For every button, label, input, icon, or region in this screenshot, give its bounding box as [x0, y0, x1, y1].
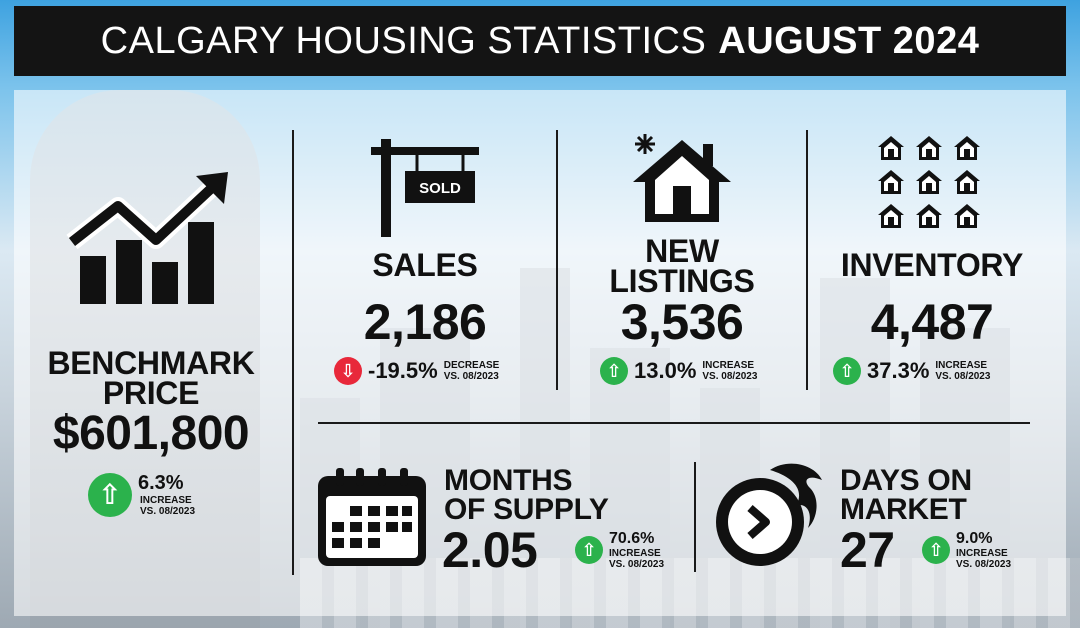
days-market-icon-wrap	[710, 458, 826, 575]
inventory-note-2: VS. 08/2023	[935, 371, 991, 382]
title-bar: CALGARY HOUSING STATISTICS AUGUST 2024	[14, 6, 1066, 76]
days-market-value: 27	[840, 522, 895, 578]
calendar-icon	[318, 468, 426, 566]
divider	[292, 130, 294, 575]
fast-clock-icon	[716, 463, 822, 566]
new-listings-value: 3,536	[620, 294, 744, 350]
benchmark-label: BENCHMARK PRICE	[20, 345, 282, 411]
benchmark-label-line2: PRICE	[102, 375, 200, 411]
sales-value: 2,186	[363, 294, 487, 350]
sales-note-1: DECREASE	[443, 360, 500, 371]
months-supply-label-1: MONTHS	[444, 464, 573, 497]
benchmark-change: ⇧ 6.3% INCREASE VS. 08/2023	[88, 472, 195, 517]
new-listings-label: NEW LISTINGS	[564, 233, 800, 299]
days-market-change-pct: 9.0%	[956, 530, 993, 547]
arrow-up-icon: ⇧	[88, 472, 132, 517]
houses-grid-icon	[878, 136, 980, 228]
new-listings-change: ⇧ 13.0% INCREASE VS. 08/2023	[600, 357, 757, 385]
sales-section: SOLD	[300, 135, 550, 245]
days-market-note-1: INCREASE	[956, 548, 1008, 559]
days-market-label: DAYS ON MARKET	[840, 464, 1060, 526]
days-market-change-text: 9.0% INCREASE VS. 08/2023	[950, 530, 1011, 570]
benchmark-section	[20, 170, 282, 315]
days-market-change: ⇧ 9.0% INCREASE VS. 08/2023	[922, 530, 1011, 570]
months-supply-note-1: INCREASE	[609, 548, 661, 559]
new-listings-change-pct: 13.0%	[634, 358, 697, 383]
benchmark-note-1: INCREASE	[140, 495, 192, 506]
arrow-up-icon: ⇧	[575, 536, 603, 564]
days-market-note-2: VS. 08/2023	[956, 559, 1012, 570]
inventory-value: 4,487	[870, 294, 994, 350]
divider	[318, 422, 1030, 424]
title-text: CALGARY HOUSING STATISTICS	[100, 19, 707, 62]
inventory-note-1: INCREASE	[935, 360, 988, 371]
new-listings-note-1: INCREASE	[702, 360, 755, 371]
days-market-label-1: DAYS ON	[840, 464, 972, 497]
divider	[806, 130, 808, 390]
chart-up-icon	[66, 172, 228, 304]
sales-change-pct: -19.5%	[368, 358, 438, 383]
benchmark-note-2: VS. 08/2023	[140, 506, 196, 517]
months-supply-icon-wrap	[314, 466, 430, 575]
months-supply-change-text: 70.6% INCREASE VS. 08/2023	[603, 530, 664, 570]
sales-change: ⇩ -19.5% DECREASE VS. 08/2023	[334, 357, 499, 385]
months-supply-label-2: OF SUPPLY	[444, 493, 609, 526]
sales-note: DECREASE VS. 08/2023	[438, 360, 500, 382]
inventory-section	[814, 134, 1050, 235]
new-listings-note: INCREASE VS. 08/2023	[696, 360, 757, 382]
inventory-label: INVENTORY	[840, 247, 1024, 283]
sales-label: SALES	[372, 247, 478, 283]
benchmark-label-line1: BENCHMARK	[47, 345, 255, 381]
new-house-icon	[633, 134, 731, 222]
inventory-change-pct: 37.3%	[867, 358, 930, 383]
sold-sign-icon: SOLD	[371, 139, 479, 237]
benchmark-change-pct: 6.3%	[138, 472, 184, 494]
new-listings-note-2: VS. 08/2023	[702, 371, 758, 382]
benchmark-value: $601,800	[52, 407, 250, 460]
arrow-up-icon: ⇧	[833, 357, 861, 385]
months-supply-change-pct: 70.6%	[609, 530, 655, 547]
months-supply-note-2: VS. 08/2023	[609, 559, 665, 570]
sold-sign-text: SOLD	[419, 180, 461, 197]
divider	[694, 462, 696, 572]
new-listings-section	[564, 130, 800, 231]
new-listings-label-2: LISTINGS	[609, 263, 755, 299]
arrow-up-icon: ⇧	[600, 357, 628, 385]
arrow-down-icon: ⇩	[334, 357, 362, 385]
sales-note-2: VS. 08/2023	[443, 371, 499, 382]
new-listings-label-1: NEW	[645, 233, 719, 269]
arrow-up-icon: ⇧	[922, 536, 950, 564]
inventory-change: ⇧ 37.3% INCREASE VS. 08/2023	[833, 357, 990, 385]
days-market-label-2: MARKET	[840, 493, 967, 526]
title-date: AUGUST 2024	[718, 19, 980, 62]
months-supply-change: ⇧ 70.6% INCREASE VS. 08/2023	[575, 530, 664, 570]
inventory-note: INCREASE VS. 08/2023	[929, 360, 990, 382]
benchmark-change-text: 6.3% INCREASE VS. 08/2023	[132, 472, 195, 517]
months-supply-label: MONTHS OF SUPPLY	[444, 464, 684, 526]
divider	[556, 130, 558, 390]
months-supply-value: 2.05	[442, 522, 538, 578]
